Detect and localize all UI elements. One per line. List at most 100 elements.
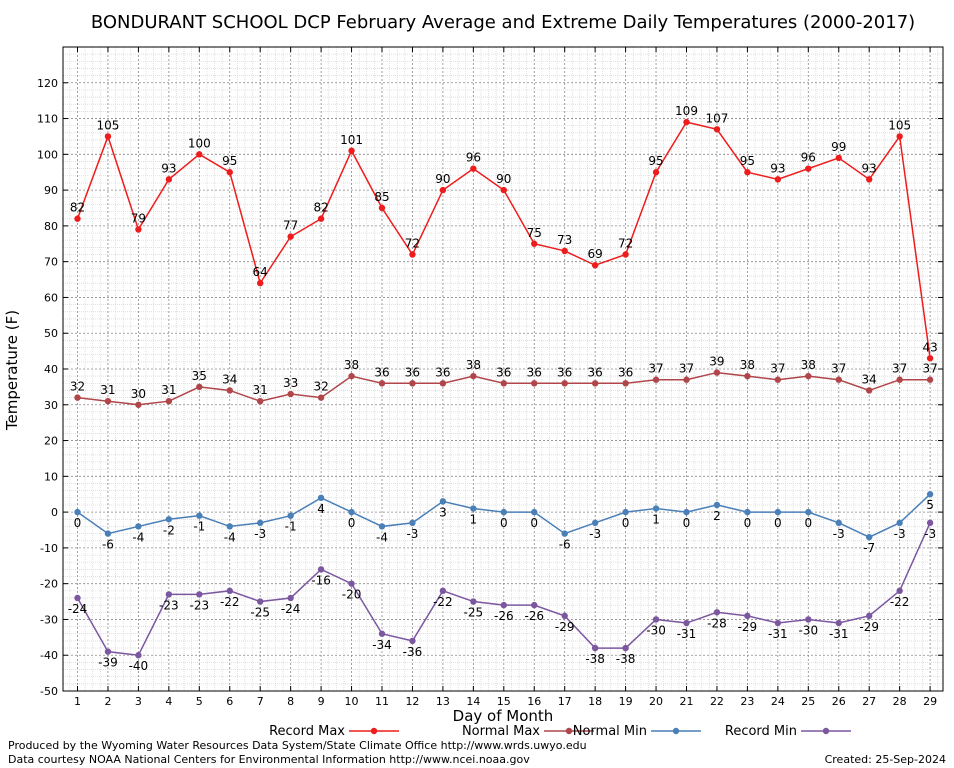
normal-min-point [165, 516, 173, 523]
record-min-data-label: -24 [68, 602, 88, 616]
record-min-data-label: -25 [250, 606, 270, 620]
record-max-point [896, 133, 903, 140]
normal-max-point [622, 380, 629, 387]
y-tick-label: 80 [44, 220, 58, 233]
record-min-data-label: -29 [555, 620, 575, 634]
normal-max-data-label: 36 [527, 365, 542, 379]
y-tick-label: 100 [37, 148, 58, 161]
record-min-point [561, 612, 568, 620]
normal-min-point [74, 508, 81, 516]
normal-max-data-label: 30 [131, 387, 146, 401]
normal-max-data-label: 36 [618, 365, 633, 379]
normal-max-data-label: 38 [344, 358, 359, 372]
record-max-data-label: 93 [161, 161, 176, 175]
x-tick-label: 19 [619, 695, 633, 708]
record-max-point [409, 251, 416, 258]
normal-max-data-label: 37 [648, 362, 663, 376]
normal-min-data-label: -6 [559, 538, 571, 552]
normal-min-data-label: 0 [348, 516, 356, 530]
x-tick-label: 7 [257, 695, 264, 708]
x-tick-label: 1 [74, 695, 81, 708]
x-tick-label: 18 [588, 695, 602, 708]
y-tick-label: 10 [44, 470, 58, 483]
normal-min-data-label: 5 [926, 498, 934, 512]
normal-max-point [196, 383, 203, 391]
x-tick-label: 28 [893, 695, 907, 708]
normal-max-data-label: 38 [740, 358, 755, 372]
normal-min-data-label: -4 [224, 530, 236, 544]
normal-min-data-label: 0 [683, 516, 691, 530]
record-min-point [744, 612, 751, 620]
normal-max-point [74, 394, 81, 401]
x-tick-label: 26 [832, 695, 846, 708]
record-max-point [196, 151, 203, 158]
normal-max-data-label: 31 [100, 383, 115, 397]
y-tick-label: 60 [44, 291, 58, 304]
record-max-data-label: 69 [588, 247, 603, 261]
record-max-point [622, 251, 629, 258]
record-min-point [226, 587, 233, 595]
normal-min-point [287, 512, 294, 519]
record-min-data-label: -16 [311, 573, 331, 587]
normal-min-data-label: 0 [744, 516, 752, 530]
y-tick-label: -30 [40, 613, 58, 626]
record-min-point [713, 609, 721, 616]
normal-max-data-label: 38 [466, 358, 481, 372]
normal-min-data-label: -2 [163, 523, 175, 537]
record-min-point [591, 644, 599, 652]
y-tick-label: -20 [40, 578, 58, 591]
y-tick-label: 110 [37, 113, 58, 126]
x-tick-label: 20 [649, 695, 663, 708]
legend-item-normal-min: Normal Min [573, 724, 701, 739]
normal-max-data-label: 33 [283, 376, 298, 390]
x-tick-label: 17 [558, 695, 572, 708]
record-min-data-label: -25 [464, 606, 484, 620]
normal-min-point [470, 505, 477, 512]
record-min-data-label: -38 [616, 652, 636, 666]
record-max-data-label: 82 [70, 201, 85, 215]
record-max-point [805, 165, 812, 172]
normal-max-point [165, 398, 173, 405]
x-tick-label: 2 [104, 695, 111, 708]
normal-max-data-label: 37 [922, 362, 937, 376]
record-min-data-label: -24 [281, 602, 301, 616]
x-tick-label: 14 [466, 695, 480, 708]
record-max-data-label: 105 [96, 118, 119, 132]
normal-min-point [531, 508, 538, 516]
normal-max-data-label: 36 [496, 365, 511, 379]
normal-min-point [652, 505, 660, 512]
record-min-point [835, 619, 842, 627]
chart-title: BONDURANT SCHOOL DCP February Average an… [91, 12, 915, 33]
record-min-data-label: -38 [585, 652, 605, 666]
record-max-point [470, 165, 477, 172]
record-max-data-label: 79 [131, 211, 146, 225]
x-tick-label: 3 [135, 695, 142, 708]
record-min-point [196, 591, 203, 598]
record-min-data-label: -30 [798, 623, 818, 637]
normal-min-point [104, 530, 112, 537]
record-min-point [531, 601, 538, 609]
x-tick-label: 13 [436, 695, 450, 708]
record-max-point [257, 279, 264, 287]
record-max-series: 82 105 79 93 100 95 64 77 82 101 85 72 90 96 90 75 73 69 7… [70, 104, 938, 362]
record-min-point [652, 616, 660, 623]
record-min-data-label: -30 [646, 623, 666, 637]
x-tick-label: 11 [375, 695, 389, 708]
y-tick-label: 20 [44, 435, 58, 448]
normal-max-data-label: 31 [253, 383, 268, 397]
normal-min-point [257, 519, 264, 527]
record-min-data-label: -31 [829, 627, 849, 641]
normal-max-data-label: 35 [192, 369, 207, 383]
record-min-point [926, 519, 934, 527]
legend-item-normal-max: Normal Max [462, 724, 594, 739]
normal-min-data-label: 1 [652, 513, 660, 527]
normal-min-data-label: 1 [470, 513, 478, 527]
normal-max-data-label: 36 [405, 365, 420, 379]
normal-min-point [409, 519, 416, 527]
normal-max-point [409, 380, 416, 387]
normal-min-data-label: 0 [804, 516, 812, 530]
record-min-series: -24-39 -40-23 -23 -22-25 -24-16-20-34-36-22-… [68, 519, 936, 673]
normal-min-point [866, 533, 873, 541]
record-max-point [287, 233, 294, 240]
y-tick-label: 40 [44, 363, 58, 376]
